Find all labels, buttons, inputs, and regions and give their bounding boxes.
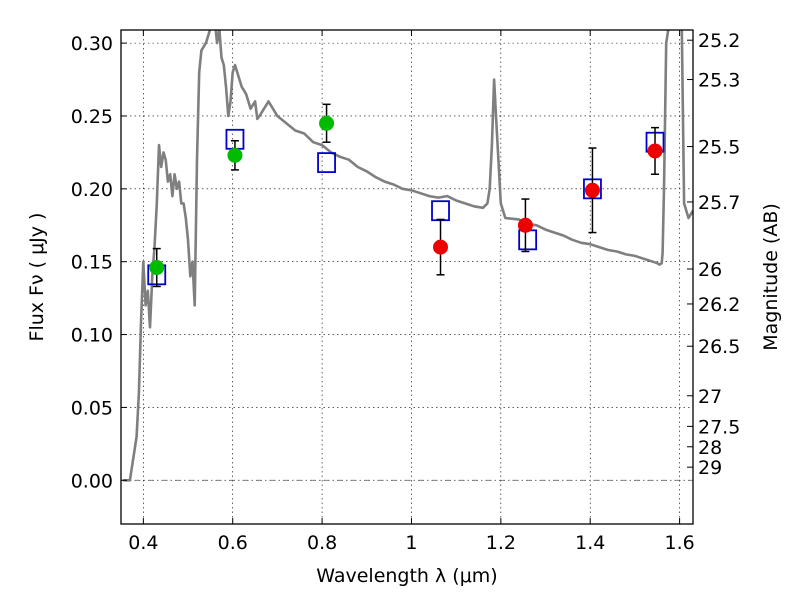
plot-frame (120, 29, 694, 525)
y2-tick-label: 29 (698, 457, 722, 479)
y2-tick-label: 26 (698, 259, 722, 281)
y2-axis-label: Magnitude (AB) (760, 203, 782, 351)
sed-model-line (123, 30, 693, 482)
y-axis-label: Flux Fν ( μJy ) (26, 213, 48, 342)
y2-tick-label: 27 (698, 386, 722, 408)
y-tick-labels: 0.00 0.05 0.10 0.15 0.20 0.25 0.30 (71, 33, 113, 492)
x-tick-label: 0.4 (128, 532, 158, 554)
y2-tick-label: 28 (698, 437, 722, 459)
observed-point-red (517, 217, 533, 233)
y2-tick-label: 27.5 (698, 416, 740, 438)
y-tick-label: 0.15 (71, 252, 113, 274)
x-tick-label: 0.6 (218, 532, 248, 554)
y-tick-label: 0.20 (71, 179, 113, 201)
y2-tick-label: 25.2 (698, 30, 740, 52)
x-tick-label: 1.6 (664, 532, 694, 554)
sed-model-curve (123, 30, 693, 482)
x-axis-label: Wavelength λ (μm) (316, 565, 497, 587)
y2-tick-label: 25.7 (698, 192, 740, 214)
y-tick-label: 0.00 (71, 470, 113, 492)
x-tick-label: 1.2 (486, 532, 516, 554)
observed-point-red (647, 143, 663, 159)
x-tick-labels: 0.4 0.6 0.8 1 1.2 1.4 1.6 (128, 532, 694, 554)
y2-tick-label: 26.2 (698, 294, 740, 316)
x-tick-label: 1.4 (575, 532, 605, 554)
observed-point-markers (149, 115, 663, 276)
y-tick-label: 0.10 (71, 325, 113, 347)
x-tick-label: 1 (405, 532, 417, 554)
y-tick-label: 0.05 (71, 397, 113, 419)
observed-point-red (433, 239, 449, 255)
model-point (317, 152, 336, 174)
y2-tick-label: 26.5 (698, 336, 740, 358)
observed-point-green (227, 147, 243, 163)
y2-tick-label: 25.3 (698, 70, 740, 92)
observed-point-green (149, 260, 165, 276)
plot-area (121, 30, 693, 524)
observed-point-green (319, 115, 335, 131)
observed-point-red (584, 182, 600, 198)
x-tick-label: 0.8 (307, 532, 337, 554)
y-tick-label: 0.30 (71, 33, 113, 55)
y-tick-label: 0.25 (71, 106, 113, 128)
tick-marks (121, 30, 693, 524)
y2-tick-label: 25.5 (698, 137, 740, 159)
